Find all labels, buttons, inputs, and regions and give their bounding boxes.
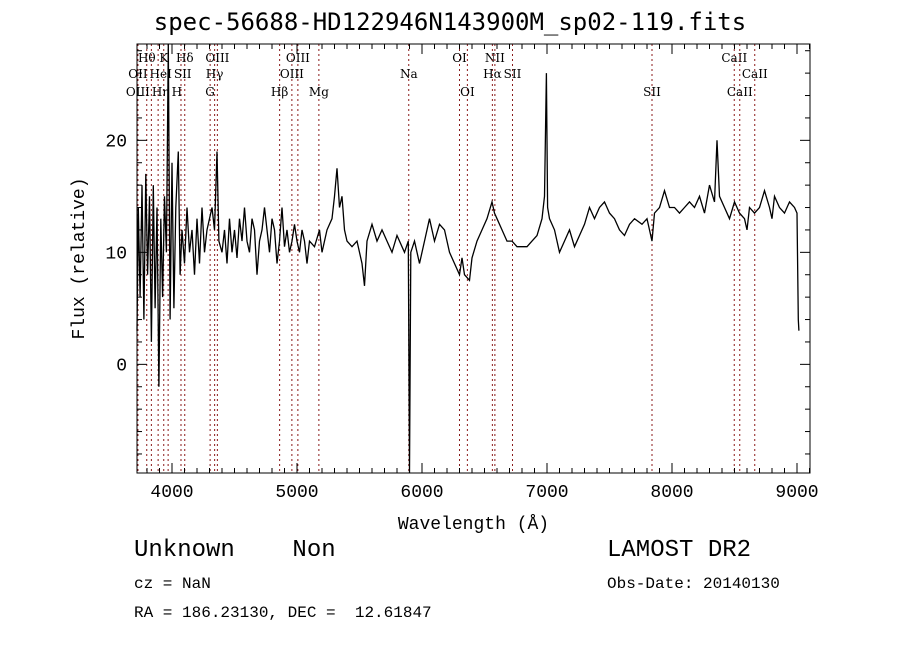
spectral-line-label: K bbox=[159, 51, 169, 65]
spectral-line-label: OIII bbox=[286, 51, 310, 65]
redshift-cz: cz = NaN bbox=[134, 575, 211, 593]
spectral-line-label: OIII bbox=[280, 67, 304, 81]
spectral-line-label: Hα bbox=[483, 67, 502, 81]
x-tick-label: 8000 bbox=[650, 483, 693, 503]
spectral-line-label: SII bbox=[504, 67, 522, 81]
spectral-line-label: Hγ bbox=[206, 67, 224, 81]
y-tick-label: 10 bbox=[105, 244, 127, 264]
spectral-line-label: H bbox=[172, 85, 182, 99]
spectral-line-label: CaII bbox=[721, 51, 747, 65]
spectral-line-label: NII bbox=[485, 51, 505, 65]
spectral-line-label: OI bbox=[452, 51, 467, 65]
y-axis-label: Flux (relative) bbox=[70, 177, 90, 339]
spectral-line-label: Hη bbox=[152, 85, 170, 99]
spectral-line-label: Hβ bbox=[271, 85, 288, 99]
spectral-line-label: HeI bbox=[150, 67, 173, 81]
spectral-line-label: CaII bbox=[742, 67, 768, 81]
spectral-line-label: G bbox=[205, 85, 215, 99]
x-tick-label: 4000 bbox=[150, 483, 193, 503]
spectral-line-label: OIII bbox=[126, 85, 150, 99]
y-tick-label: 0 bbox=[116, 356, 127, 376]
x-tick-label: 5000 bbox=[275, 483, 318, 503]
spectral-line-label: OIII bbox=[205, 51, 229, 65]
spectral-line-label: OI bbox=[460, 85, 475, 99]
spectral-line-label: SII bbox=[174, 67, 192, 81]
spectral-line-label: Hδ bbox=[176, 51, 194, 65]
x-tick-label: 6000 bbox=[400, 483, 443, 503]
plot-frame bbox=[136, 43, 811, 474]
obs-date: Obs-Date: 20140130 bbox=[607, 575, 780, 593]
survey-name: LAMOST DR2 bbox=[607, 537, 752, 564]
y-tick-label: 20 bbox=[105, 132, 127, 152]
spectral-line-label: Hθ bbox=[138, 51, 156, 65]
object-type: Unknown Non bbox=[134, 537, 336, 564]
spectral-line-label: Na bbox=[400, 67, 418, 81]
chart-title: spec-56688-HD122946N143900M_sp02-119.fit… bbox=[153, 8, 747, 36]
spectral-line-label: CaII bbox=[727, 85, 753, 99]
x-tick-label: 9000 bbox=[775, 483, 818, 503]
x-tick-label: 7000 bbox=[525, 483, 568, 503]
spectrum-line bbox=[136, 43, 800, 474]
spectral-line-label: SII bbox=[643, 85, 661, 99]
ra-dec-coordinates: RA = 186.23130, DEC = 12.61847 bbox=[134, 604, 432, 622]
spectral-line-label: Mg bbox=[309, 85, 329, 99]
x-axis-label: Wavelength (Å) bbox=[398, 514, 549, 535]
